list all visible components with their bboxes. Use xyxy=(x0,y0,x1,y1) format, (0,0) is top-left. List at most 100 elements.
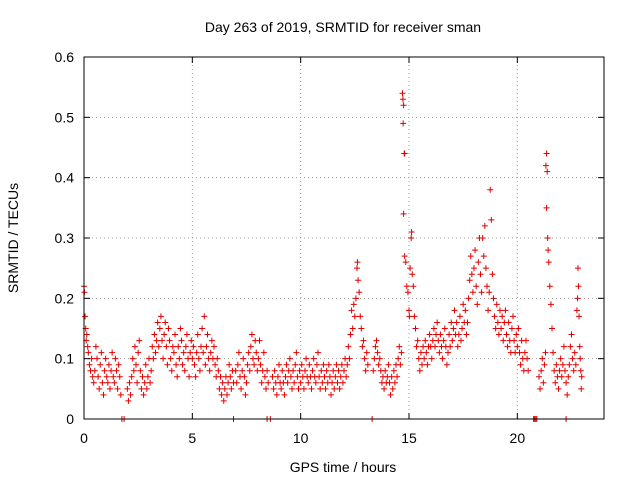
data-point xyxy=(337,373,344,380)
data-point xyxy=(219,379,226,386)
data-point xyxy=(459,325,466,332)
data-point xyxy=(487,186,494,193)
data-point xyxy=(345,343,352,350)
data-point xyxy=(401,150,408,157)
data-point xyxy=(220,397,227,404)
data-point xyxy=(85,349,92,356)
data-point xyxy=(196,367,203,374)
data-point xyxy=(408,228,415,235)
data-point xyxy=(173,361,180,368)
data-point xyxy=(166,337,173,344)
data-point xyxy=(188,337,195,344)
data-point xyxy=(313,361,320,368)
axis-ticks: 0 0.1 0.2 0.3 0.4 0.5 0.6 0 5 10 15 20 xyxy=(55,49,604,446)
data-point xyxy=(409,271,416,278)
data-point xyxy=(372,343,379,350)
data-point xyxy=(486,289,493,296)
data-point xyxy=(407,265,414,272)
data-point xyxy=(381,385,388,392)
data-point xyxy=(399,90,406,97)
data-point xyxy=(513,331,520,338)
x-tick-label: 15 xyxy=(401,430,417,446)
data-point xyxy=(416,367,423,374)
data-point xyxy=(328,391,334,398)
data-point xyxy=(95,373,102,380)
data-point xyxy=(544,168,551,175)
data-point xyxy=(208,337,215,344)
data-point xyxy=(192,373,199,380)
data-point xyxy=(553,361,560,368)
data-point xyxy=(174,373,181,380)
data-point xyxy=(542,162,549,169)
data-point xyxy=(284,379,291,386)
data-point xyxy=(439,355,446,362)
data-point xyxy=(317,385,324,392)
data-point xyxy=(233,379,240,386)
data-point xyxy=(115,361,122,368)
data-point xyxy=(567,343,574,350)
data-point xyxy=(333,361,340,368)
data-point xyxy=(429,337,436,344)
y-tick-label: 0 xyxy=(66,411,74,427)
data-point xyxy=(190,343,197,350)
data-point xyxy=(308,385,315,392)
data-point xyxy=(390,367,397,374)
data-point xyxy=(537,385,544,392)
data-point xyxy=(494,319,501,326)
data-point xyxy=(543,150,550,157)
data-point xyxy=(183,331,190,338)
data-point xyxy=(143,385,150,392)
data-point xyxy=(265,379,272,386)
data-point xyxy=(538,367,545,374)
data-point xyxy=(291,379,298,386)
data-point xyxy=(289,385,295,392)
data-point xyxy=(359,343,366,350)
data-point xyxy=(417,349,424,356)
data-point xyxy=(214,355,221,362)
data-point xyxy=(404,289,411,296)
data-point xyxy=(281,391,288,398)
data-point xyxy=(492,325,499,332)
data-point xyxy=(163,343,170,350)
data-point xyxy=(298,361,305,368)
data-point xyxy=(198,343,204,350)
data-point xyxy=(469,289,476,296)
data-point xyxy=(135,349,142,356)
data-point xyxy=(253,349,260,356)
data-point xyxy=(142,361,149,368)
data-point xyxy=(254,367,261,374)
data-point xyxy=(484,283,490,290)
data-point xyxy=(292,361,299,368)
data-point xyxy=(411,313,418,320)
data-point xyxy=(147,379,154,386)
data-point xyxy=(82,313,89,320)
data-point xyxy=(246,367,253,374)
data-points xyxy=(81,90,585,422)
data-point xyxy=(244,361,251,368)
data-point xyxy=(270,385,277,392)
data-point xyxy=(225,379,232,386)
data-point xyxy=(235,349,242,356)
data-point xyxy=(309,367,316,374)
data-point xyxy=(375,361,382,368)
data-point xyxy=(226,361,233,368)
data-point xyxy=(401,253,408,260)
data-point xyxy=(421,355,428,362)
data-point xyxy=(480,253,487,260)
data-point xyxy=(323,367,330,374)
data-point xyxy=(151,331,158,338)
data-point xyxy=(358,325,365,332)
data-point xyxy=(245,349,252,356)
data-point xyxy=(264,367,271,374)
data-point xyxy=(322,385,329,392)
data-point xyxy=(499,313,506,320)
y-tick-label: 0.5 xyxy=(55,109,75,125)
data-point xyxy=(125,397,132,404)
data-point xyxy=(387,391,394,398)
data-point xyxy=(124,385,131,392)
data-point xyxy=(398,349,405,356)
data-point xyxy=(453,319,460,326)
data-point xyxy=(144,373,151,380)
data-point xyxy=(134,379,141,386)
